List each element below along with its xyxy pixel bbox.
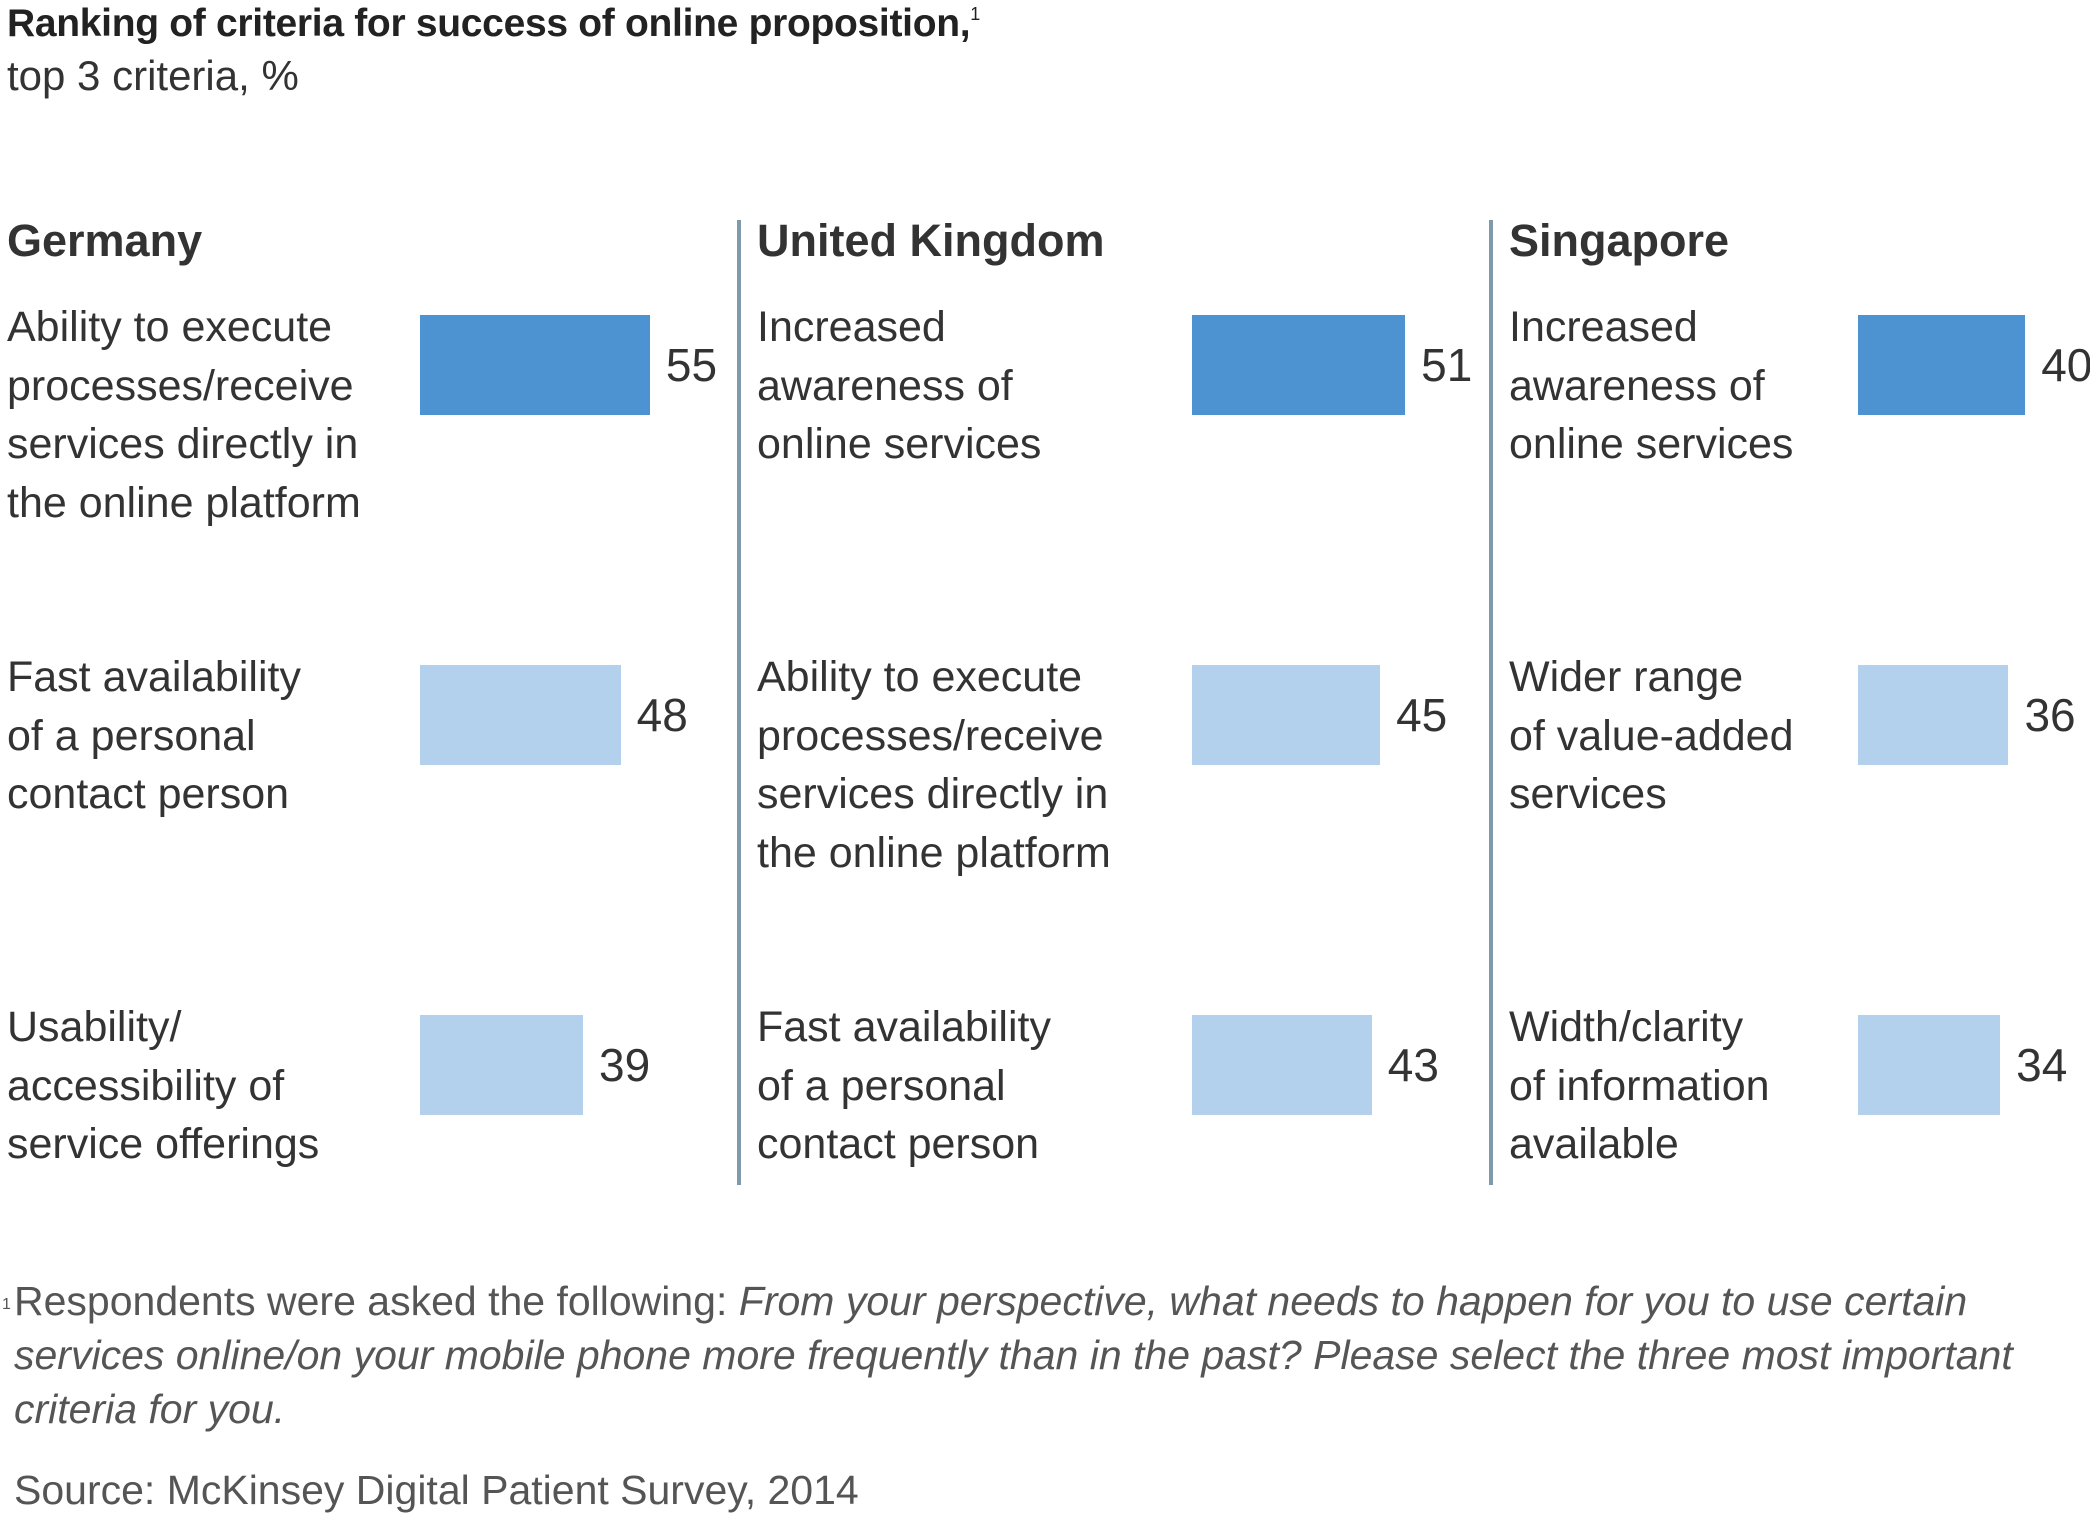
footnote-question: From your perspective, what needs to hap… [14, 1278, 2013, 1432]
bar-value-label: 51 [1421, 339, 1473, 391]
criterion-label: Wider range of value-added services [1509, 653, 1794, 818]
panel-germany: Germany Ability to execute processes/rece… [7, 215, 727, 1185]
bar [1192, 665, 1381, 765]
bar-value-label: 48 [636, 689, 688, 741]
footnote-mark: 1 [2, 1296, 11, 1313]
bar-value-label: 34 [2016, 1039, 2068, 1091]
bar [1192, 315, 1406, 415]
bar [420, 315, 650, 415]
panel-singapore: Singapore Increased awareness of online s… [1509, 215, 2090, 1185]
bar [1858, 1015, 2001, 1115]
chart-subtitle: top 3 criteria, % [7, 52, 299, 99]
source-note: Source: McKinsey Digital Patient Survey,… [14, 1467, 859, 1513]
footnote-lead: Respondents were asked the following: [14, 1278, 739, 1324]
chart-title: Ranking of criteria for success of onlin… [7, 2, 980, 46]
criterion-label: Usability/ accessibility of service offe… [7, 1003, 320, 1168]
bar [420, 665, 621, 765]
footnote: 1 Respondents were asked the following: … [2, 1274, 2074, 1436]
bar-value-label: 55 [665, 339, 718, 391]
bar-value-label: 40 [2041, 339, 2090, 391]
bar-value-label: 36 [2024, 689, 2076, 741]
criterion-label: Width/clarity of information available [1509, 1003, 1770, 1168]
criterion-label: Increased awareness of online services [1509, 303, 1794, 468]
criterion-label: Ability to execute processes/receive ser… [7, 303, 361, 527]
bar-value-label: 43 [1387, 1039, 1439, 1091]
criterion-label: Fast availability of a personal contact … [7, 653, 301, 818]
panel-divider [737, 220, 741, 1185]
chart-title-text: Ranking of criteria for success of onlin… [7, 2, 971, 45]
bar-value-label: 39 [599, 1039, 651, 1091]
panel-title: Singapore [1509, 215, 1730, 266]
criterion-label: Increased awareness of online services [757, 303, 1042, 468]
criterion-label: Fast availability of a personal contact … [757, 1003, 1051, 1168]
bar [1858, 665, 2009, 765]
title-footnote-mark: 1 [970, 4, 980, 24]
bar-value-label: 45 [1396, 689, 1448, 741]
bar [1858, 315, 2026, 415]
panel-united-kingdom: United Kingdom Increased awareness of onl… [757, 215, 1477, 1185]
panel-title: Germany [7, 215, 203, 266]
bar [1192, 1015, 1372, 1115]
panel-divider [1489, 220, 1493, 1185]
bar [420, 1015, 584, 1115]
panel-title: United Kingdom [757, 215, 1105, 266]
criterion-label: Ability to execute processes/receive ser… [757, 653, 1111, 877]
